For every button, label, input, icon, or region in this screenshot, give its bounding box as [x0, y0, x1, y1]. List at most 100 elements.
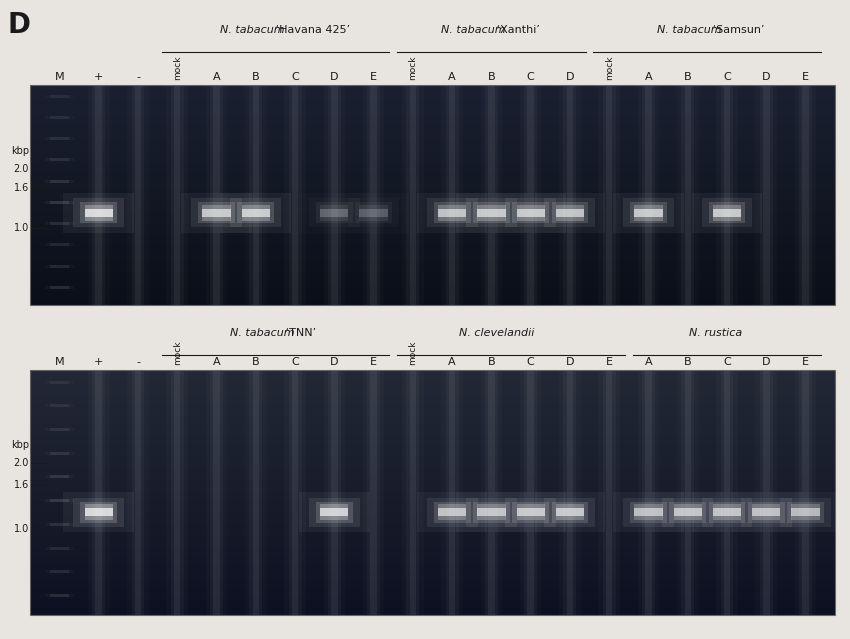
Bar: [213, 370, 220, 615]
Bar: [30, 235, 835, 239]
Bar: [427, 198, 478, 227]
Bar: [45, 222, 74, 225]
Bar: [45, 180, 74, 183]
Text: A: A: [212, 357, 220, 367]
Text: mock: mock: [408, 341, 417, 365]
Bar: [93, 370, 105, 615]
Bar: [198, 202, 235, 223]
Text: M: M: [54, 72, 65, 82]
Bar: [171, 370, 184, 615]
Bar: [49, 222, 69, 225]
Bar: [49, 523, 69, 526]
Bar: [449, 85, 456, 305]
Bar: [30, 114, 835, 118]
Bar: [299, 492, 370, 532]
Bar: [30, 390, 835, 394]
Bar: [284, 85, 306, 305]
Bar: [49, 570, 69, 573]
Text: A: A: [212, 72, 220, 82]
Bar: [763, 85, 769, 305]
Bar: [30, 191, 835, 195]
Bar: [30, 206, 835, 210]
Bar: [645, 85, 652, 305]
Bar: [513, 202, 549, 223]
Bar: [30, 611, 835, 615]
Text: E: E: [370, 357, 377, 367]
Text: E: E: [802, 72, 809, 82]
Bar: [88, 85, 110, 305]
Text: ‘Xanthi’: ‘Xanthi’: [493, 25, 541, 35]
Bar: [30, 279, 835, 283]
Text: C: C: [527, 72, 535, 82]
Bar: [45, 428, 74, 431]
Bar: [30, 423, 835, 427]
Bar: [30, 283, 835, 287]
Bar: [45, 158, 74, 161]
Bar: [30, 199, 835, 203]
Text: D: D: [566, 72, 575, 82]
Text: 1.6: 1.6: [14, 480, 29, 490]
Bar: [220, 192, 292, 233]
Text: B: B: [488, 72, 496, 82]
Bar: [309, 198, 360, 227]
Bar: [49, 116, 69, 119]
Bar: [30, 497, 835, 501]
Bar: [30, 427, 835, 431]
Bar: [292, 85, 298, 305]
Bar: [496, 492, 566, 532]
Bar: [320, 508, 348, 516]
Bar: [30, 578, 835, 582]
Bar: [473, 502, 510, 523]
Bar: [662, 498, 713, 527]
Text: E: E: [606, 357, 613, 367]
Bar: [488, 85, 495, 305]
Bar: [645, 370, 652, 615]
Bar: [535, 192, 605, 233]
Bar: [30, 468, 835, 472]
Bar: [517, 204, 545, 220]
Bar: [713, 508, 741, 516]
Text: ‘TNN’: ‘TNN’: [282, 328, 316, 338]
Bar: [30, 546, 835, 550]
Text: B: B: [684, 72, 692, 82]
Bar: [556, 208, 584, 217]
Bar: [45, 381, 74, 384]
Bar: [30, 176, 835, 180]
Bar: [30, 452, 835, 456]
Bar: [30, 399, 835, 403]
Bar: [717, 370, 738, 615]
Bar: [410, 85, 416, 305]
Text: B: B: [252, 72, 259, 82]
Bar: [135, 370, 141, 615]
Bar: [30, 85, 835, 305]
Bar: [30, 505, 835, 509]
Bar: [795, 370, 816, 615]
Bar: [638, 85, 660, 305]
Bar: [30, 118, 835, 121]
Bar: [30, 239, 835, 243]
Bar: [30, 590, 835, 594]
Bar: [332, 85, 337, 305]
Bar: [30, 169, 835, 173]
Text: B: B: [684, 357, 692, 367]
Bar: [713, 204, 741, 220]
Bar: [30, 92, 835, 96]
Bar: [128, 85, 149, 305]
Bar: [45, 452, 74, 455]
Bar: [30, 407, 835, 411]
Bar: [456, 492, 527, 532]
Text: D: D: [762, 72, 771, 82]
Text: D: D: [566, 357, 575, 367]
Bar: [45, 570, 74, 573]
Bar: [30, 460, 835, 464]
Bar: [709, 202, 745, 223]
Bar: [721, 85, 734, 305]
Bar: [606, 370, 613, 615]
Bar: [30, 155, 835, 158]
Bar: [30, 180, 835, 184]
Bar: [73, 198, 124, 227]
Bar: [30, 509, 835, 513]
Bar: [684, 370, 691, 615]
Bar: [241, 208, 270, 217]
Text: N. tabacum: N. tabacum: [657, 25, 722, 35]
